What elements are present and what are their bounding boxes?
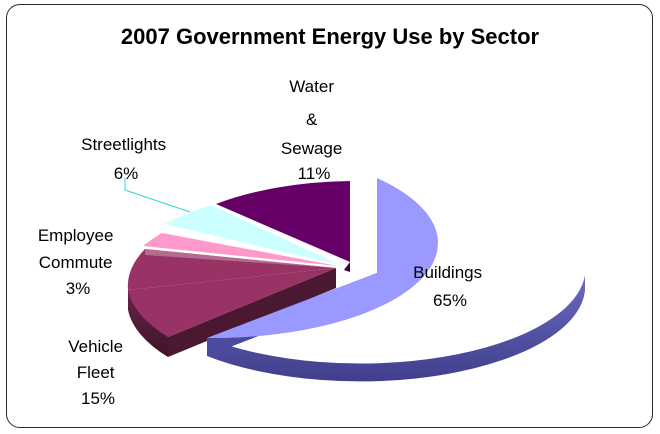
label-streetlights: Streetlights 6%	[81, 135, 171, 183]
pie-slice-vehicle-fleet-top	[127, 249, 336, 290]
label-employee-commute: Employee Commute 3%	[38, 226, 118, 298]
pie-slice-streetlights	[165, 205, 340, 265]
pie-slice-water-sewage	[216, 181, 350, 272]
label-vehicle-fleet: Vehicle Fleet 15%	[68, 337, 128, 408]
label-buildings: Buildings 65%	[413, 263, 487, 310]
pie-slice-employee-commute	[143, 233, 338, 268]
pie-slice-vehicle-fleet	[128, 268, 336, 357]
streetlights-leader-line	[124, 178, 191, 213]
chart-title: 2007 Government Energy Use by Sector	[121, 24, 540, 49]
label-water-sewage: Water & Sewage 11%	[281, 77, 347, 183]
pie-slice-buildings	[207, 178, 585, 382]
